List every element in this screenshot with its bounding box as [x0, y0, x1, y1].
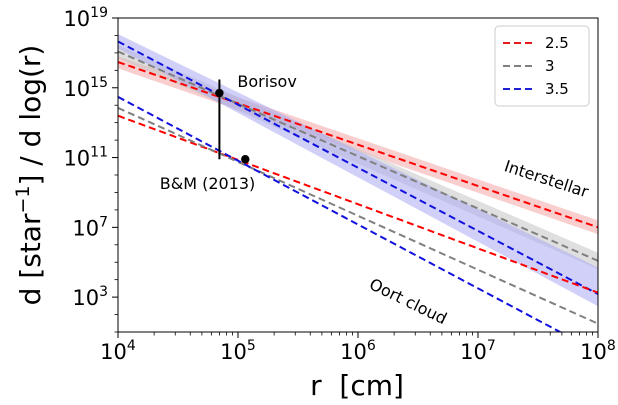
y-tick-label: 103 [72, 284, 108, 310]
legend-label: 3.5 [545, 80, 569, 98]
band-interstellar-3.5 [118, 34, 598, 307]
series-line-interstellar-2.5 [118, 61, 598, 229]
series-line-interstellar-3.5 [118, 40, 598, 295]
legend-label: 3 [545, 57, 555, 75]
x-tick-label: 107 [460, 338, 496, 364]
point-label: B&M (2013) [160, 174, 256, 193]
y-tick-label: 1019 [63, 5, 108, 31]
axis-ticks: 104 105 106 107 108 103 107 1011 1015 1019 [63, 5, 615, 364]
point-label: Borisov [237, 72, 296, 91]
data-points: Borisov B&M (2013) [160, 72, 297, 193]
point-b-m-2013- [241, 155, 250, 164]
x-axis-label: r [cm] [310, 369, 404, 402]
x-tick-label: 104 [100, 338, 136, 364]
series-line-oort-cloud-2.5 [118, 114, 598, 294]
x-tick-label: 108 [580, 338, 616, 364]
legend-label: 2.5 [545, 34, 569, 52]
legend-box [494, 25, 590, 107]
y-tick-label: 1011 [63, 145, 108, 171]
y-tick-label: 1015 [63, 75, 108, 101]
point-borisov [215, 88, 224, 98]
x-tick-label: 105 [220, 338, 256, 364]
y-axis-label: d [star−1] / d log(r) [12, 45, 47, 306]
annotation-oort-cloud: Oort cloud [366, 274, 450, 328]
y-tick-label: 107 [72, 214, 108, 240]
series-line-oort-cloud-3.5 [118, 96, 563, 332]
x-tick-label: 106 [340, 338, 376, 364]
legend: 2.5 3 3.5 [494, 25, 590, 107]
series-lines [118, 40, 598, 332]
